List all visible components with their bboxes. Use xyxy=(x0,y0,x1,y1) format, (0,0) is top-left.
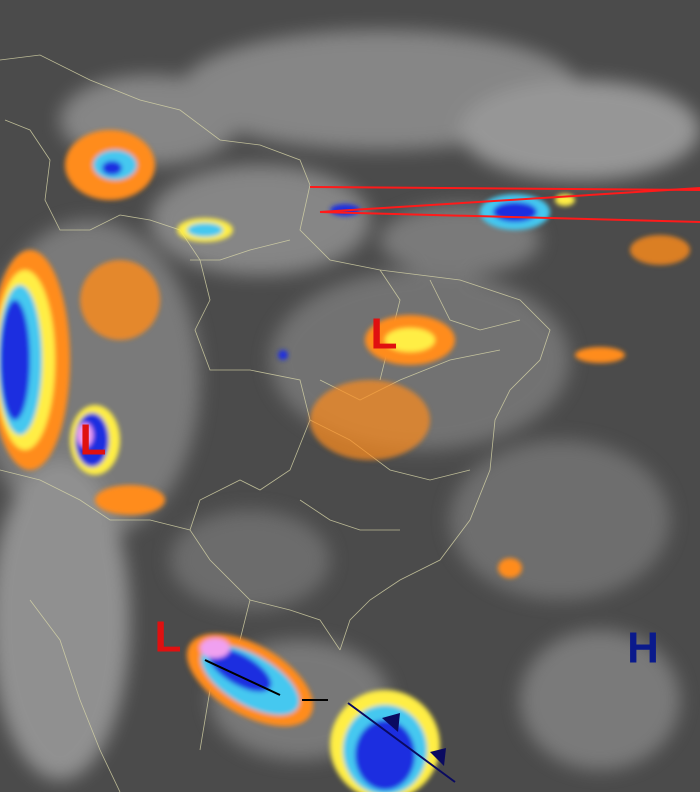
high-pressure-label: H xyxy=(627,624,659,673)
trough-lines xyxy=(309,186,700,223)
low-pressure-label: L xyxy=(80,416,107,465)
low-pressure-label: L xyxy=(371,310,398,359)
borders xyxy=(0,54,551,792)
low-pressure-label: L xyxy=(155,613,182,662)
cold-front xyxy=(204,659,456,783)
